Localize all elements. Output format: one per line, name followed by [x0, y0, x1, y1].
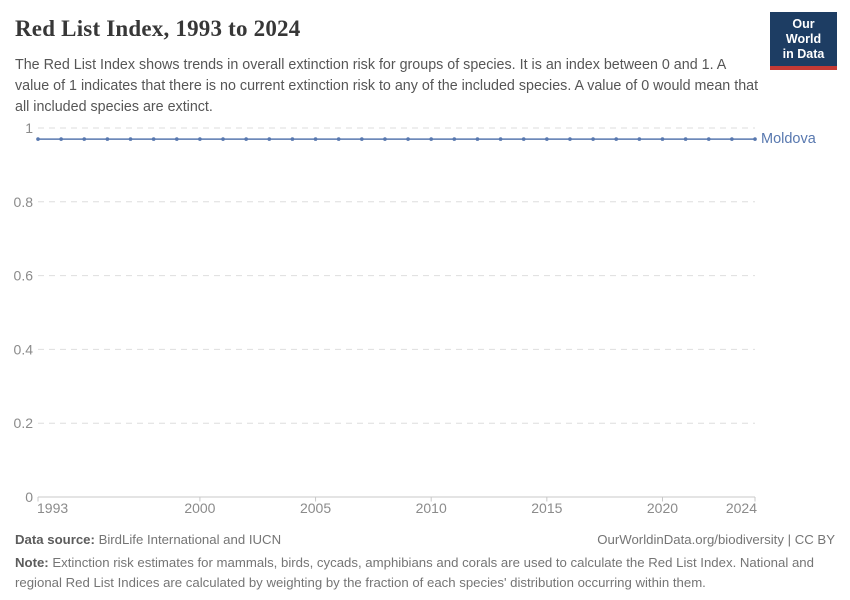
owid-logo: Our World in Data — [770, 12, 837, 70]
data-point-moldova-2020 — [660, 137, 665, 141]
data-point-moldova-2008 — [383, 137, 387, 141]
data-point-moldova-2002 — [244, 137, 248, 141]
x-tick-label-2010: 2010 — [416, 500, 447, 516]
y-tick-label-1: 1 — [25, 120, 33, 136]
data-point-moldova-2005 — [313, 137, 318, 141]
data-point-moldova-1995 — [82, 137, 87, 141]
datasource-value: BirdLife International and IUCN — [98, 532, 282, 547]
data-point-moldova-2014 — [521, 137, 526, 141]
data-point-moldova-2009 — [406, 137, 410, 141]
x-tick-label-2015: 2015 — [531, 500, 562, 516]
x-tick-label-1993: 1993 — [37, 500, 68, 516]
page-title: Red List Index, 1993 to 2024 — [15, 16, 301, 41]
data-point-moldova-2006 — [336, 137, 341, 141]
data-point-moldova-2017 — [591, 137, 595, 141]
data-point-moldova-1999 — [174, 137, 179, 141]
data-point-moldova-2004 — [290, 137, 295, 141]
x-tick-label-2024: 2024 — [726, 500, 757, 516]
owid-logo-line1: Our World — [785, 17, 822, 46]
data-point-moldova-2022 — [706, 137, 711, 141]
note-label: Note: — [15, 555, 49, 570]
x-tick-label-2020: 2020 — [647, 500, 678, 516]
y-tick-label-0.8: 0.8 — [14, 194, 34, 210]
footer-note: Note: Extinction risk estimates for mamm… — [15, 553, 825, 592]
data-point-moldova-1996 — [105, 137, 110, 141]
data-point-moldova-1994 — [59, 137, 63, 141]
y-tick-label-0: 0 — [25, 489, 33, 505]
x-tick-label-2005: 2005 — [300, 500, 331, 516]
chart-subtitle: The Red List Index shows trends in overa… — [15, 57, 759, 115]
data-point-moldova-2021 — [683, 137, 688, 141]
data-point-moldova-2019 — [637, 137, 642, 141]
footer-source-row: Data source: BirdLife International and … — [15, 532, 835, 547]
data-point-moldova-2000 — [198, 137, 202, 141]
data-point-moldova-2015 — [545, 137, 549, 141]
license-text: OurWorldinData.org/biodiversity | CC BY — [597, 532, 835, 547]
data-point-moldova-2007 — [360, 137, 364, 141]
data-point-moldova-2010 — [429, 137, 433, 141]
data-point-moldova-2001 — [221, 137, 225, 141]
data-point-moldova-2012 — [475, 137, 480, 141]
datasource-label: Data source: — [15, 532, 95, 547]
owid-logo-red-stripe — [770, 66, 837, 70]
data-point-moldova-2003 — [267, 137, 272, 141]
data-point-moldova-2013 — [498, 137, 503, 141]
data-point-moldova-1997 — [128, 137, 133, 141]
data-point-moldova-1993 — [36, 137, 40, 141]
y-tick-label-0.4: 0.4 — [14, 341, 34, 357]
note-value: Extinction risk estimates for mammals, b… — [15, 555, 814, 590]
owid-logo-line2: in Data — [782, 47, 825, 61]
data-point-moldova-2023 — [730, 137, 734, 141]
data-point-moldova-2018 — [614, 137, 619, 141]
data-point-moldova-2016 — [568, 137, 572, 141]
y-tick-label-0.6: 0.6 — [14, 268, 34, 284]
data-point-moldova-1998 — [151, 137, 156, 141]
data-point-moldova-2011 — [452, 137, 457, 141]
data-point-moldova-2024 — [753, 137, 757, 141]
x-tick-label-2000: 2000 — [184, 500, 215, 516]
series-label-moldova: Moldova — [761, 131, 816, 148]
owid-logo-text: Our World in Data — [770, 12, 837, 66]
y-tick-label-0.2: 0.2 — [14, 415, 34, 431]
